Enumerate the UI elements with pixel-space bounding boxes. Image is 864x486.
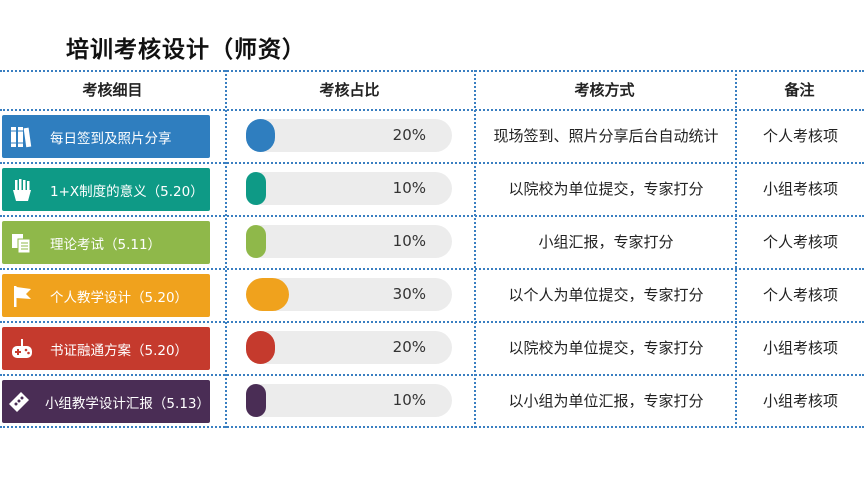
table-column-divider [225, 70, 227, 428]
note-text: 小组考核项 [762, 339, 838, 357]
page-title: 培训考核设计（师资） [66, 37, 306, 63]
ticket-icon [2, 380, 37, 423]
table-rule [0, 162, 864, 164]
table-rule [0, 374, 864, 376]
note-text: 小组考核项 [762, 180, 838, 198]
ratio-bar: 20% [246, 331, 452, 364]
header-note: 备注 [784, 81, 815, 99]
item-label: 1+X制度的意义（5.20） [50, 183, 204, 200]
method-text: 小组汇报，专家打分 [538, 233, 674, 251]
method-text: 以院校为单位提交，专家打分 [508, 180, 704, 198]
ratio-bar-fill [246, 384, 266, 417]
ratio-bar: 10% [246, 384, 452, 417]
table-column-divider [474, 70, 476, 428]
table-row: 1+X制度的意义（5.20） 10% 以院校为单位提交，专家打分 小组考核项 [0, 163, 864, 216]
header-ratio: 考核占比 [319, 81, 380, 99]
item-tag: 1+X制度的意义（5.20） [2, 168, 210, 211]
ratio-bar-fill [246, 172, 266, 205]
books-icon [2, 115, 42, 158]
ratio-bar: 30% [246, 278, 452, 311]
ratio-value: 20% [392, 338, 426, 356]
ratio-bar: 10% [246, 172, 452, 205]
item-tag: 小组教学设计汇报（5.13） [2, 380, 210, 423]
ratio-bar-fill [246, 225, 266, 258]
ratio-bar: 10% [246, 225, 452, 258]
item-label: 个人教学设计（5.20） [50, 289, 189, 306]
item-tag: 理论考试（5.11） [2, 221, 210, 264]
fries-icon [2, 168, 42, 211]
table-row: 小组教学设计汇报（5.13） 10% 以小组为单位汇报，专家打分 小组考核项 [0, 375, 864, 428]
method-text: 现场签到、照片分享后台自动统计 [493, 127, 719, 145]
ratio-bar-fill [246, 119, 275, 152]
ratio-value: 30% [392, 285, 426, 303]
flag-icon [2, 274, 42, 317]
table-row: 理论考试（5.11） 10% 小组汇报，专家打分 个人考核项 [0, 216, 864, 269]
ratio-value: 20% [392, 126, 426, 144]
note-text: 个人考核项 [762, 233, 838, 251]
table-row: 每日签到及照片分享 20% 现场签到、照片分享后台自动统计 个人考核项 [0, 110, 864, 163]
assessment-table: 考核细目 考核占比 考核方式 备注 每日签到及照片分享 20% 现场签到、照片分… [0, 70, 864, 428]
method-text: 以小组为单位汇报，专家打分 [508, 392, 704, 410]
item-tag: 书证融通方案（5.20） [2, 327, 210, 370]
note-text: 小组考核项 [762, 392, 838, 410]
item-label: 理论考试（5.11） [50, 236, 162, 253]
documents-icon [2, 221, 42, 264]
method-text: 以个人为单位提交，专家打分 [508, 286, 704, 304]
ratio-bar: 20% [246, 119, 452, 152]
table-row: 个人教学设计（5.20） 30% 以个人为单位提交，专家打分 个人考核项 [0, 269, 864, 322]
ratio-bar-fill [246, 331, 275, 364]
gamepad-icon [2, 327, 42, 370]
table-rule [0, 70, 864, 72]
table-rule [0, 321, 864, 323]
note-text: 个人考核项 [762, 286, 838, 304]
item-label: 小组教学设计汇报（5.13） [44, 395, 210, 412]
table-column-divider [735, 70, 737, 428]
ratio-value: 10% [392, 232, 426, 250]
table-rule [0, 426, 864, 428]
item-tag: 每日签到及照片分享 [2, 115, 210, 158]
note-text: 个人考核项 [762, 127, 838, 145]
item-tag: 个人教学设计（5.20） [2, 274, 210, 317]
ratio-bar-fill [246, 278, 289, 311]
table-rule [0, 109, 864, 111]
header-method: 考核方式 [574, 81, 635, 99]
header-detail: 考核细目 [82, 81, 143, 99]
table-rule [0, 215, 864, 217]
method-text: 以院校为单位提交，专家打分 [508, 339, 704, 357]
ratio-value: 10% [392, 391, 426, 409]
table-row: 书证融通方案（5.20） 20% 以院校为单位提交，专家打分 小组考核项 [0, 322, 864, 375]
item-label: 书证融通方案（5.20） [50, 342, 189, 359]
table-rule [0, 268, 864, 270]
ratio-value: 10% [392, 179, 426, 197]
item-label: 每日签到及照片分享 [50, 130, 172, 147]
